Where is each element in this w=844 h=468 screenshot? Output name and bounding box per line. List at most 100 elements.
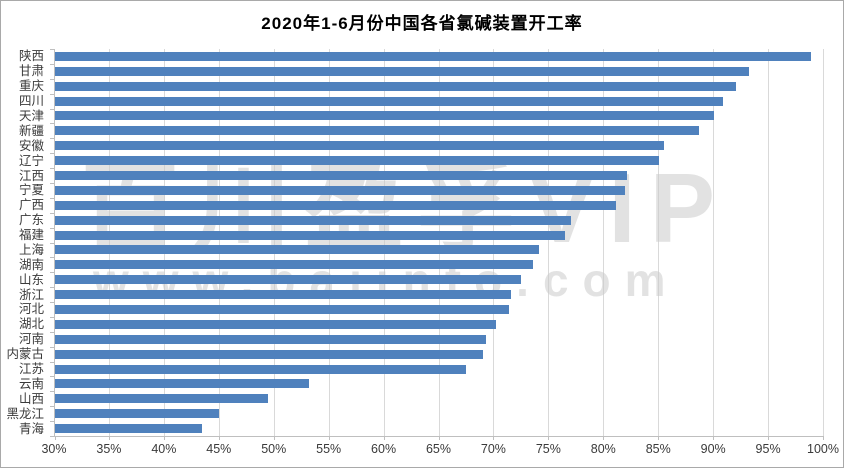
y-axis-label: 天津 (18, 108, 44, 123)
bar-湖南 (55, 260, 533, 270)
x-axis-label: 55% (316, 442, 342, 456)
y-axis-label: 甘肃 (18, 64, 44, 79)
y-axis-tick (50, 153, 55, 155)
x-axis-tick (328, 436, 330, 440)
bar-陕西 (55, 51, 811, 61)
chart-title: 2020年1-6月份中国各省氯碱装置开工率 (261, 14, 583, 33)
y-axis-label: 福建 (18, 228, 44, 243)
y-axis-label: 安徽 (18, 138, 44, 153)
x-axis-tick (218, 436, 220, 440)
y-axis-label: 重庆 (18, 79, 44, 94)
y-axis-tick (50, 227, 55, 229)
x-axis-label: 80% (590, 442, 616, 456)
y-axis-label: 江西 (18, 168, 44, 183)
y-axis-label: 山西 (18, 391, 44, 406)
y-axis-tick (50, 49, 55, 50)
bar-广东 (55, 215, 572, 225)
y-axis-tick (50, 302, 55, 304)
y-axis-label: 山东 (18, 272, 44, 287)
x-axis-tick (493, 436, 495, 440)
gridline (218, 49, 220, 436)
x-axis-tick (548, 436, 550, 440)
gridline (768, 49, 770, 436)
x-axis-tick (658, 436, 660, 440)
x-axis-tick (383, 436, 385, 440)
y-axis-labels: 陕西 甘肃 重庆 四川 天津 新疆 安徽 辽宁 江西 宁夏 广西 广东 福建 上海 湖南 山东 浙江 河北 湖北 河南… (1, 49, 49, 436)
gridline (823, 49, 824, 436)
y-axis-tick (50, 123, 55, 125)
y-axis-tick (50, 316, 55, 318)
y-axis-tick (50, 346, 55, 348)
x-axis-tick (108, 436, 110, 440)
y-axis-tick (50, 361, 55, 363)
y-axis-label: 江苏 (18, 362, 44, 377)
y-axis-tick (50, 182, 55, 184)
y-axis-label: 新疆 (18, 123, 44, 138)
bar-山西 (55, 394, 269, 404)
bar-江西 (55, 171, 628, 181)
y-axis-label: 辽宁 (18, 153, 44, 168)
y-axis-label: 河南 (18, 332, 44, 347)
y-axis-tick (50, 63, 55, 65)
bar-新疆 (55, 126, 699, 136)
x-axis-label: 100% (807, 442, 839, 456)
x-axis-tick (163, 436, 165, 440)
bar-青海 (55, 424, 203, 434)
bar-重庆 (55, 81, 737, 91)
bar-湖北 (55, 319, 496, 329)
gridline (658, 49, 660, 436)
gridline (273, 49, 275, 436)
gridline (548, 49, 550, 436)
y-axis-tick (50, 257, 55, 259)
x-axis-tick (273, 436, 275, 440)
y-axis-tick (50, 391, 55, 393)
y-axis-label: 青海 (18, 421, 44, 436)
y-axis-label: 湖北 (18, 317, 44, 332)
gridline (603, 49, 605, 436)
x-axis-labels: 30% 35% 40% 45% 50% 55% 60% 65% 70% 75% 80% 85% 90% 9… (1, 442, 843, 460)
x-axis-label: 90% (700, 442, 726, 456)
x-axis-tick (603, 436, 605, 440)
y-axis-tick (50, 406, 55, 408)
y-axis-label: 陕西 (18, 49, 44, 64)
gridline (108, 49, 110, 436)
bar-福建 (55, 230, 565, 240)
bar-宁夏 (55, 185, 626, 195)
x-axis-label: 60% (371, 442, 397, 456)
x-axis-tick (438, 436, 440, 440)
y-axis-tick (50, 287, 55, 289)
x-axis-label: 65% (425, 442, 452, 456)
x-axis-tick (55, 436, 56, 440)
x-axis-tick (823, 436, 824, 440)
y-axis-tick (50, 93, 55, 95)
gridline (438, 49, 440, 436)
bar-山东 (55, 275, 521, 285)
bar-甘肃 (55, 66, 750, 76)
bar-云南 (55, 379, 309, 389)
y-axis-label: 浙江 (18, 287, 44, 302)
bar-黑龙江 (55, 409, 219, 419)
y-axis-tick (50, 138, 55, 140)
bar-河北 (55, 304, 509, 314)
bar-四川 (55, 96, 723, 106)
x-axis-label: 85% (645, 442, 671, 456)
bar-辽宁 (55, 156, 660, 166)
y-axis-tick (50, 242, 55, 244)
x-axis-tick (768, 436, 770, 440)
y-axis-tick (50, 272, 55, 274)
y-axis-tick (50, 168, 55, 170)
bar-天津 (55, 111, 715, 121)
x-axis-tick (713, 436, 715, 440)
y-axis-tick (50, 331, 55, 333)
bar-广西 (55, 200, 617, 210)
y-axis-tick (50, 376, 55, 378)
x-axis-label: 45% (206, 442, 232, 456)
plot-area (50, 49, 824, 440)
y-axis-tick (50, 78, 55, 80)
y-axis-label: 湖南 (18, 257, 44, 272)
bar-浙江 (55, 290, 511, 300)
y-axis-tick (50, 108, 55, 110)
y-axis-label: 广西 (18, 198, 44, 213)
y-axis-tick (50, 197, 55, 199)
gridline (383, 49, 385, 436)
